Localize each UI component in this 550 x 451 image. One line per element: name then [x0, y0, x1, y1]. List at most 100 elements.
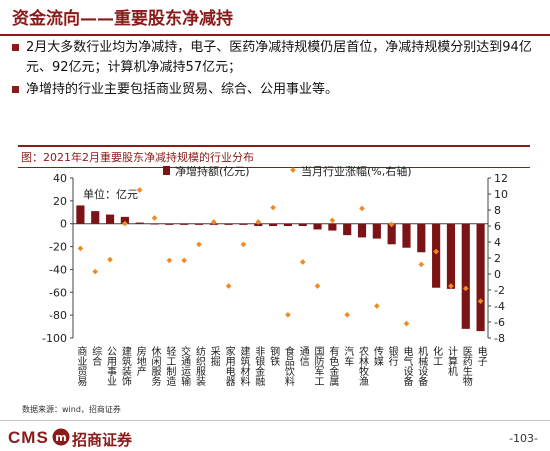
right-axis-tick-label: 10 [494, 188, 508, 201]
category-label: 建筑装饰 [119, 345, 131, 387]
bar [372, 223, 381, 239]
figure-caption-bar: 图：2021年2月重要股东净减持规模的行业分布 [18, 145, 530, 168]
bar [254, 223, 263, 226]
category-label: 化工 [431, 345, 443, 366]
category-label: 房地产 [134, 345, 146, 377]
scatter-point [225, 283, 232, 289]
category-label: 纺织服装 [193, 345, 205, 387]
right-axis-tick-label: 4 [494, 236, 501, 249]
right-axis-tick-label: -8 [494, 332, 505, 345]
right-axis-tick-label: 8 [494, 204, 501, 217]
category-label: 通信 [297, 346, 309, 367]
bar [180, 223, 189, 225]
bar [387, 223, 396, 245]
bar [105, 214, 115, 224]
bar [417, 223, 426, 253]
bar [313, 223, 322, 230]
bar [357, 223, 367, 238]
category-label: 医药生物 [460, 346, 472, 387]
category-label: 汽车 [342, 345, 354, 367]
scatter-point [314, 283, 321, 289]
bar [224, 223, 233, 225]
category-label: 综合 [90, 345, 102, 367]
legend-bar-label: 净增持额(亿元) [175, 166, 250, 178]
bar [239, 223, 248, 225]
scatter-point [388, 221, 395, 228]
bar [476, 223, 485, 332]
bar [76, 205, 85, 224]
category-label: 建筑材料 [238, 345, 250, 387]
scatter-point [418, 261, 425, 268]
category-label: 机械设备 [416, 345, 428, 387]
scatter-point [240, 241, 247, 248]
scatter-point [166, 257, 173, 264]
category-label: 农林牧渔 [357, 345, 369, 387]
right-axis-tick-label: 12 [494, 172, 508, 185]
scatter-point [151, 215, 158, 221]
left-axis-tick-label: 0 [60, 218, 67, 231]
bullet-item: 净增持的行业主要包括商业贸易、综合、公用事业等。 [12, 80, 541, 100]
left-axis-tick-label: 40 [53, 172, 67, 185]
bar [120, 216, 129, 224]
scatter-point [196, 241, 202, 248]
left-axis-tick-label: 20 [53, 195, 67, 208]
scatter-point [433, 248, 439, 255]
category-label: 有色金属 [327, 345, 339, 387]
scatter-point [477, 298, 484, 305]
category-label: 家用电器 [223, 345, 235, 387]
bar [461, 223, 470, 329]
legend-bar-swatch [163, 166, 170, 175]
bar [402, 223, 411, 248]
right-axis-tick-label: -6 [494, 316, 505, 329]
bullet-text: 2月大多数行业均为净减持，电子、医药净减持规模仍居首位，净减持规模分别达到94亿… [26, 40, 532, 75]
category-label: 食品饮料 [282, 345, 294, 387]
unit-label: 单位：亿元 [83, 187, 138, 201]
bar [298, 223, 307, 226]
left-axis-tick-label: -80 [49, 309, 67, 322]
scatter-point [299, 259, 306, 265]
scatter-point [329, 217, 336, 224]
bar [432, 223, 441, 288]
bar [150, 223, 159, 225]
scatter-point [270, 204, 276, 211]
bullet-square-icon [12, 44, 19, 51]
brand-logo-icon: m [52, 428, 70, 446]
bullet-list: 2月大多数行业均为净减持，电子、医药净减持规模仍居首位，净减持规模分别达到94亿… [12, 38, 541, 102]
bar [343, 223, 352, 236]
data-source: 数据来源：wind，招商证券 [22, 405, 121, 414]
bar [446, 223, 456, 289]
category-label: 轻工制造 [164, 345, 176, 386]
scatter-point [122, 220, 128, 227]
bar [91, 211, 100, 224]
bar [165, 223, 174, 225]
category-label: 公用事业 [105, 346, 117, 386]
category-label: 钢铁 [268, 345, 280, 367]
category-label: 银行 [386, 345, 398, 367]
category-label: 采掘 [208, 346, 220, 367]
bar [283, 223, 292, 226]
scatter-point [181, 257, 187, 264]
category-label: 交通运输 [179, 345, 191, 387]
category-label: 非银金融 [253, 346, 265, 387]
category-label: 电子 [475, 345, 487, 366]
svg-text:m: m [55, 431, 66, 444]
right-axis-tick-label: 6 [494, 220, 501, 233]
bar [269, 223, 278, 226]
title-bar: 资金流向——重要股东净减持 [0, 0, 550, 36]
right-axis-tick-label: -4 [494, 300, 505, 313]
bullet-item: 2月大多数行业均为净减持，电子、医药净减持规模仍居首位，净减持规模分别达到94亿… [12, 38, 541, 78]
right-axis-tick-label: 2 [494, 252, 501, 265]
scatter-point [92, 268, 99, 275]
page-title: 资金流向——重要股东净减持 [12, 9, 233, 29]
bullet-text: 净增持的行业主要包括商业贸易、综合、公用事业等。 [26, 82, 339, 97]
scatter-point [448, 283, 454, 289]
category-label: 休闲服务 [149, 346, 161, 387]
category-label: 计算机 [445, 345, 457, 377]
bar [328, 223, 337, 231]
bar [194, 223, 204, 225]
bar-chart: 40200-20-40-60-80-100121086420-2-4-6-8商业… [42, 166, 508, 387]
page-number: -103- [509, 432, 538, 445]
bar [135, 222, 144, 224]
category-label: 电气设备 [401, 345, 413, 387]
scatter-point [344, 311, 351, 318]
